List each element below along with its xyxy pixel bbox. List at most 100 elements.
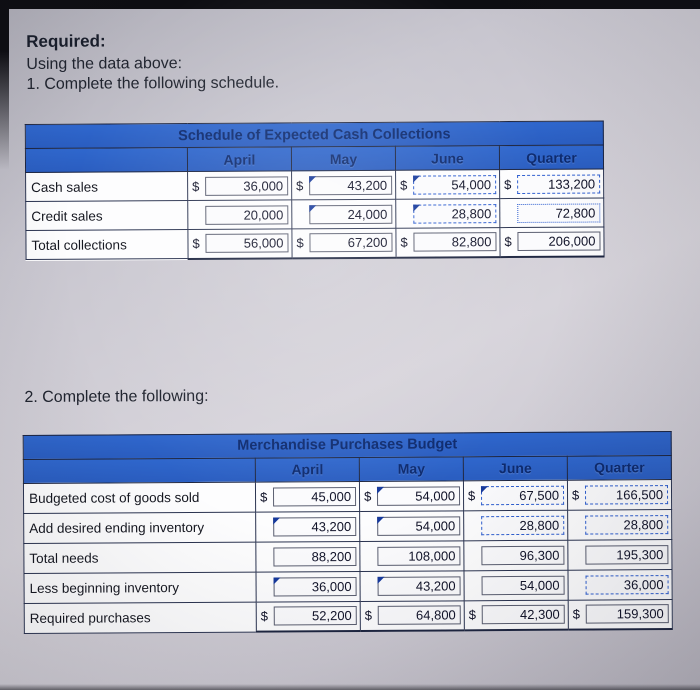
photo-left-edge <box>0 0 9 170</box>
amount-input[interactable]: 108,000 <box>377 545 461 566</box>
row-label-cash-sales: Cash sales <box>25 171 188 202</box>
amount-cell: $ 159,300 <box>568 599 673 630</box>
amount-cell: $ 67,200 <box>291 228 397 258</box>
amount-input[interactable]: 206,000 <box>517 231 601 252</box>
table-row-total: Required purchases $ 52,200 $ 64,800 $ 4… <box>24 599 673 634</box>
worksheet-content: Required: Using the data above: 1. Compl… <box>18 20 688 635</box>
currency-sign: $ <box>296 177 304 193</box>
currency-sign: $ <box>571 487 580 503</box>
table1-corner-cell <box>25 147 188 173</box>
col-may: May <box>359 456 464 481</box>
amount-cell: 108,000 <box>359 540 464 571</box>
table-row: Total needs 88,200 108,000 96,300 195,30… <box>23 539 672 574</box>
col-april: April <box>187 146 292 172</box>
step2-line: 2. Complete the following: <box>24 387 209 406</box>
currency-sign: $ <box>296 235 304 251</box>
amount-cell: 54,000 <box>463 569 569 601</box>
amount-input[interactable]: 54,000 <box>481 575 565 595</box>
row-label-total-collections: Total collections <box>25 229 189 260</box>
currency-sign: $ <box>504 176 512 192</box>
currency-sign: $ <box>400 177 408 193</box>
amount-cell: 20,000 <box>187 199 292 230</box>
row-label-total-needs: Total needs <box>23 541 256 574</box>
amount-input[interactable]: 36,000 <box>205 175 289 196</box>
amount-input[interactable]: 52,200 <box>273 606 357 626</box>
merchandise-purchases-table: Merchandise Purchases Budget April May J… <box>22 430 673 635</box>
currency-sign: $ <box>468 607 477 623</box>
amount-input[interactable]: 54,000 <box>413 174 497 195</box>
amount-cell: $ 54,000 <box>395 169 500 200</box>
amount-input[interactable]: 42,300 <box>481 604 565 625</box>
amount-cell: $ 82,800 <box>395 227 501 258</box>
amount-input[interactable]: 96,300 <box>481 545 565 565</box>
amount-input[interactable]: 24,000 <box>309 204 393 224</box>
amount-cell: 195,300 <box>567 539 672 570</box>
amount-cell: 28,800 <box>463 509 568 541</box>
amount-input[interactable]: 43,200 <box>273 516 357 536</box>
col-april: April <box>255 456 360 482</box>
amount-input[interactable]: 67,200 <box>309 233 393 253</box>
amount-input[interactable]: 43,200 <box>309 175 393 195</box>
photo-top-edge <box>0 0 700 9</box>
amount-cell: 43,200 <box>255 510 360 542</box>
table-row: Less beginning inventory 36,000 43,200 5… <box>23 569 673 604</box>
amount-input[interactable]: 159,300 <box>585 604 669 624</box>
table1-header-row: April May June Quarter <box>25 144 604 173</box>
amount-input[interactable]: 67,500 <box>480 485 565 505</box>
amount-cell: $ 67,500 <box>463 479 568 511</box>
amount-cell: $ 36,000 <box>187 170 292 201</box>
row-label-credit-sales: Credit sales <box>25 200 188 231</box>
required-heading: Required: <box>26 31 106 51</box>
amount-input[interactable]: 82,800 <box>413 232 497 252</box>
currency-sign: $ <box>260 608 269 624</box>
amount-input[interactable]: 28,800 <box>481 515 565 535</box>
photo-bottom-edge <box>0 684 700 690</box>
amount-cell: $ 166,500 <box>567 479 672 510</box>
amount-cell: $ 52,200 <box>256 600 361 632</box>
amount-input[interactable]: 64,800 <box>377 605 461 626</box>
intro-line: Using the data above: <box>26 55 183 73</box>
currency-sign: $ <box>504 234 512 250</box>
amount-input[interactable]: 36,000 <box>585 574 669 595</box>
currency-sign: $ <box>467 487 476 503</box>
row-label-beginning-inventory: Less beginning inventory <box>23 571 257 604</box>
amount-input[interactable]: 56,000 <box>205 233 289 254</box>
amount-input[interactable]: 133,200 <box>517 173 601 194</box>
amount-input[interactable]: 45,000 <box>272 486 357 506</box>
table-row: Add desired ending inventory 43,200 54,0… <box>23 509 672 544</box>
amount-cell: 24,000 <box>291 199 396 229</box>
currency-sign: $ <box>364 608 373 624</box>
amount-cell: 72,800 <box>499 197 604 228</box>
currency-sign: $ <box>363 488 372 504</box>
col-quarter: Quarter <box>499 144 604 170</box>
currency-sign: $ <box>400 234 408 250</box>
amount-cell: 36,000 <box>567 569 673 600</box>
col-june: June <box>395 145 500 171</box>
amount-cell: $ 43,200 <box>291 170 396 200</box>
col-june: June <box>463 455 568 481</box>
amount-input[interactable]: 88,200 <box>273 546 357 566</box>
currency-sign: $ <box>192 236 200 252</box>
col-quarter: Quarter <box>567 455 672 480</box>
amount-cell: 28,800 <box>395 198 500 229</box>
currency-sign: $ <box>259 489 268 505</box>
amount-cell: 88,200 <box>255 540 360 572</box>
amount-input[interactable]: 54,000 <box>376 485 461 506</box>
row-label-required-purchases: Required purchases <box>24 601 257 634</box>
amount-input[interactable]: 43,200 <box>377 575 461 596</box>
amount-input[interactable]: 72,800 <box>517 202 601 223</box>
table-row: Credit sales 20,000 24,000 28,800 72,800 <box>25 197 604 231</box>
amount-input[interactable]: 20,000 <box>205 204 289 225</box>
amount-cell: 54,000 <box>359 510 464 541</box>
amount-cell: $ 45,000 <box>255 480 360 512</box>
amount-input[interactable]: 54,000 <box>377 515 461 536</box>
table-row: Budgeted cost of goods sold $ 45,000 $ 5… <box>23 479 672 514</box>
row-label-budgeted-cogs: Budgeted cost of goods sold <box>23 481 256 514</box>
amount-input[interactable]: 28,800 <box>585 514 669 535</box>
amount-input[interactable]: 36,000 <box>273 576 357 596</box>
amount-input[interactable]: 28,800 <box>413 203 497 224</box>
amount-input[interactable]: 166,500 <box>584 484 669 505</box>
amount-cell: $ 133,200 <box>499 168 604 199</box>
amount-input[interactable]: 195,300 <box>585 544 669 565</box>
table1-title: Schedule of Expected Cash Collections <box>25 120 604 149</box>
